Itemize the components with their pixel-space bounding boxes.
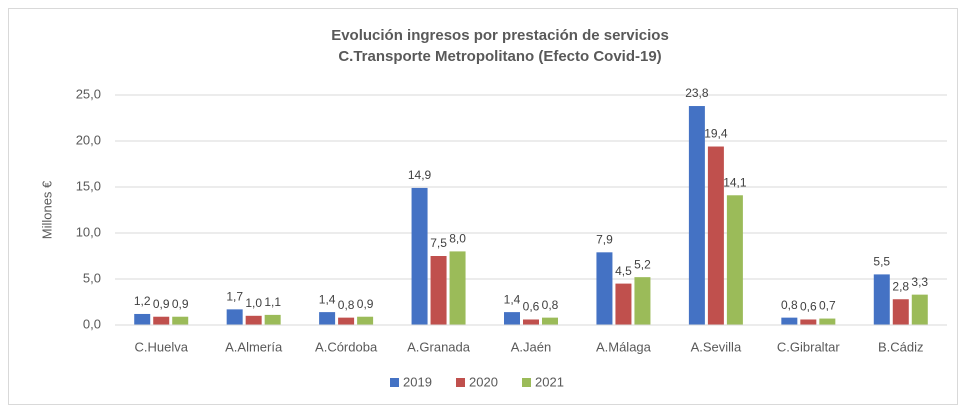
value-label: 3,3 [911,275,928,289]
bar [264,314,281,325]
bar [892,299,909,325]
legend-label: 2019 [403,374,432,389]
legend-label: 2021 [535,374,564,389]
bar [411,187,428,325]
bar [226,309,243,325]
value-label: 0,8 [338,298,355,312]
x-tick-label: A.Málaga [596,339,652,354]
x-tick-label: A.Almería [225,339,283,354]
value-label: 5,2 [634,257,651,271]
bar [688,106,705,325]
bar [911,294,928,325]
bar [819,318,836,325]
x-tick-label: A.Sevilla [691,339,742,354]
bar [523,319,539,325]
value-label: 8,0 [449,232,466,246]
x-tick-label: A.Córdoba [315,339,378,354]
bar [319,312,336,325]
value-label: 1,0 [245,296,262,310]
bar [542,317,558,325]
bar [504,312,520,325]
x-tick-label: A.Jaén [511,339,551,354]
bar [172,316,189,325]
value-label: 1,4 [504,292,521,306]
legend-label: 2020 [469,374,498,389]
y-tick-label: 10,0 [76,224,101,239]
legend-swatch [390,378,399,387]
bar [800,319,817,325]
value-label: 4,5 [615,264,632,278]
value-label: 0,9 [153,297,170,311]
bar [726,195,743,325]
legend-swatch [522,378,531,387]
y-axis-title: Millones € [39,180,54,239]
bar [707,146,724,325]
value-label: 19,4 [704,127,728,141]
value-label: 1,2 [134,294,151,308]
x-tick-label: C.Huelva [134,339,188,354]
bar [873,274,890,325]
bar [781,317,798,325]
y-tick-label: 20,0 [76,132,101,147]
bar [449,251,466,325]
value-label: 2,8 [892,279,909,293]
chart-subtitle: C.Transporte Metropolitano (Efecto Covid… [338,48,661,65]
value-label: 0,9 [357,297,374,311]
bar [245,315,262,325]
value-label: 5,5 [873,255,890,269]
bar [596,252,613,325]
value-label: 0,7 [819,299,836,313]
value-label: 1,1 [264,295,281,309]
chart-border [8,8,958,405]
value-label: 7,5 [430,236,447,250]
bar [634,277,651,325]
bar [338,317,355,325]
value-label: 0,8 [542,298,559,312]
bar [430,256,447,325]
y-tick-label: 5,0 [83,270,101,285]
value-label: 0,9 [172,297,189,311]
value-label: 7,9 [596,232,613,246]
bar [615,283,632,325]
x-tick-label: B.Cádiz [878,339,924,354]
y-tick-label: 0,0 [83,316,101,331]
y-tick-label: 15,0 [76,178,101,193]
value-label: 14,9 [408,168,432,182]
legend-swatch [456,378,465,387]
y-tick-label: 25,0 [76,86,101,101]
bar [357,316,374,325]
value-label: 0,6 [800,300,817,314]
value-label: 1,4 [319,292,336,306]
x-tick-label: C.Gibraltar [777,339,841,354]
value-label: 0,6 [523,300,540,314]
value-label: 0,8 [781,298,798,312]
bar [134,313,151,325]
x-tick-label: A.Granada [407,339,471,354]
value-label: 14,1 [723,175,747,189]
chart-title: Evolución ingresos por prestación de ser… [331,27,669,44]
value-label: 1,7 [226,290,243,304]
value-label: 23,8 [685,86,709,100]
bar [153,316,170,325]
